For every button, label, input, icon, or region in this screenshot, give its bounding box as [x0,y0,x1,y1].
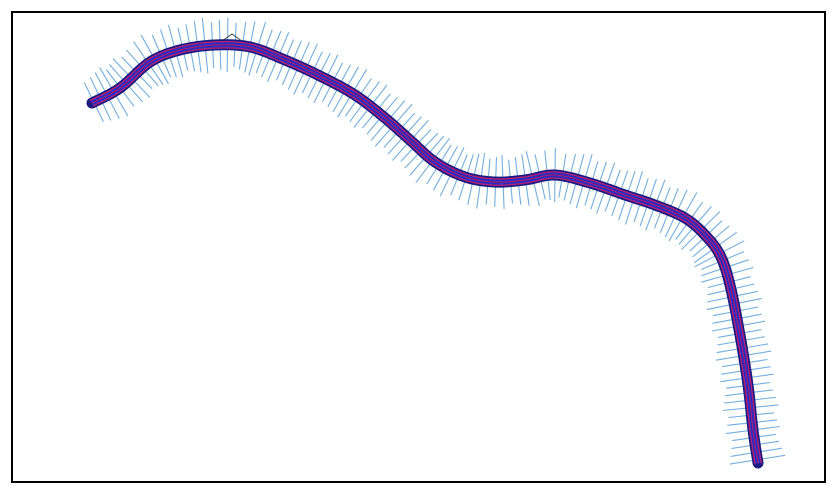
channel-body [86,39,764,469]
figure-frame [11,11,826,483]
channel-line [90,42,761,464]
river-channel [86,39,764,469]
channel-line [91,45,758,465]
channel-line [89,40,762,464]
channel-line [92,46,756,465]
channel-centerline [91,44,759,464]
cross-section-lines [83,17,786,465]
